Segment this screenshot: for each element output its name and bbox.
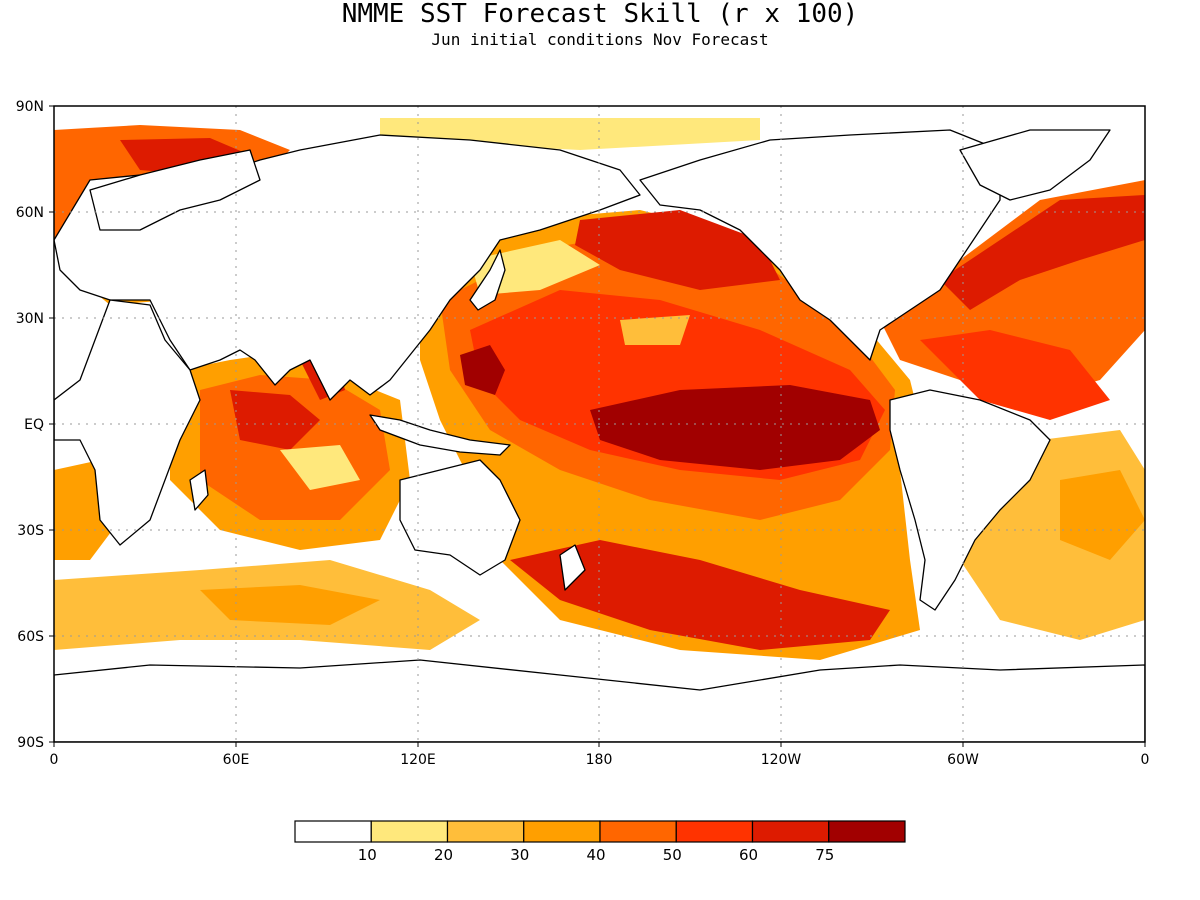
- lat-tick-label: 60S: [17, 629, 44, 645]
- skill-pale-midpacific: [620, 315, 690, 345]
- lat-tick-label: 30N: [16, 311, 44, 327]
- lat-tick-label: 30S: [17, 523, 44, 539]
- colorbar-swatch: [675, 820, 754, 843]
- figure-title: NMME SST Forecast Skill (r x 100): [342, 0, 859, 29]
- skill-pacific-core: [590, 385, 880, 470]
- colorbar-label: 10: [358, 846, 377, 864]
- land-japan: [469, 249, 506, 311]
- lon-tick-label: 60E: [223, 752, 250, 768]
- land-europe-north: [89, 149, 261, 231]
- lon-tick-label: 0: [1141, 752, 1150, 768]
- lat-tick-label: 60N: [16, 205, 44, 221]
- lon-tick-label: 60W: [947, 752, 979, 768]
- grid-lines: [54, 106, 1145, 742]
- land-australia: [399, 459, 521, 576]
- land-greenland: [959, 129, 1111, 201]
- colorbar-label: 30: [510, 846, 529, 864]
- axis-ticks: [49, 105, 1146, 747]
- lon-tick-labels: 0 60E 120E 180 120W 60W 0: [50, 752, 1150, 768]
- colorbar-swatch: [446, 820, 525, 843]
- land-antarctica: [54, 659, 1145, 742]
- lat-tick-label: 90S: [17, 735, 44, 751]
- land-south-america: [889, 389, 1051, 611]
- colorbar-label: 60: [739, 846, 758, 864]
- skill-atlantic-south-inner: [1060, 470, 1145, 560]
- skill-west-pacific: [460, 345, 505, 395]
- skill-field: [54, 118, 1145, 660]
- colorbar-label: 75: [815, 846, 834, 864]
- land-madagascar: [189, 469, 209, 511]
- land-north-america: [639, 129, 1001, 361]
- land-new-zealand: [559, 544, 586, 591]
- landmasses: [54, 129, 1145, 742]
- skill-southern-ocean-2: [200, 585, 380, 625]
- skill-atlantic-tropical: [920, 330, 1110, 420]
- colorbar-swatch: [599, 820, 677, 843]
- skill-pale-northwest-pacific: [470, 240, 600, 295]
- lon-tick-label: 180: [586, 752, 613, 768]
- colorbar-label: 20: [434, 846, 453, 864]
- colorbar-swatch: [828, 820, 906, 843]
- skill-pale-south-indian: [280, 445, 360, 490]
- colorbar-swatch: [370, 820, 449, 843]
- lon-tick-label: 0: [50, 752, 59, 768]
- lat-tick-label: EQ: [24, 417, 44, 433]
- lat-tick-label: 90N: [16, 99, 44, 115]
- skill-indian-inner: [230, 390, 320, 450]
- land-indonesia: [369, 414, 511, 456]
- colorbar-swatch: [751, 820, 830, 843]
- lat-tick-labels: 90N 60N 30N EQ 30S 60S 90S: [16, 99, 44, 751]
- colorbar-label: 50: [663, 846, 682, 864]
- lon-tick-label: 120E: [400, 752, 436, 768]
- colorbar-label: 40: [586, 846, 605, 864]
- figure-subtitle: Jun initial conditions Nov Forecast: [431, 30, 768, 49]
- colorbar: 10 20 30 40 50 60 75: [294, 820, 906, 864]
- skill-atlantic-north-inner: [940, 195, 1145, 310]
- lon-tick-label: 120W: [761, 752, 802, 768]
- colorbar-swatch: [523, 820, 601, 843]
- map-panel: 90N 60N 30N EQ 30S 60S 90S 0 60E 120E 18…: [16, 99, 1150, 768]
- land-africa: [54, 299, 201, 546]
- skill-north-pacific-band: [575, 210, 780, 290]
- skill-south-pacific-band: [510, 540, 890, 650]
- colorbar-swatch: [294, 820, 372, 843]
